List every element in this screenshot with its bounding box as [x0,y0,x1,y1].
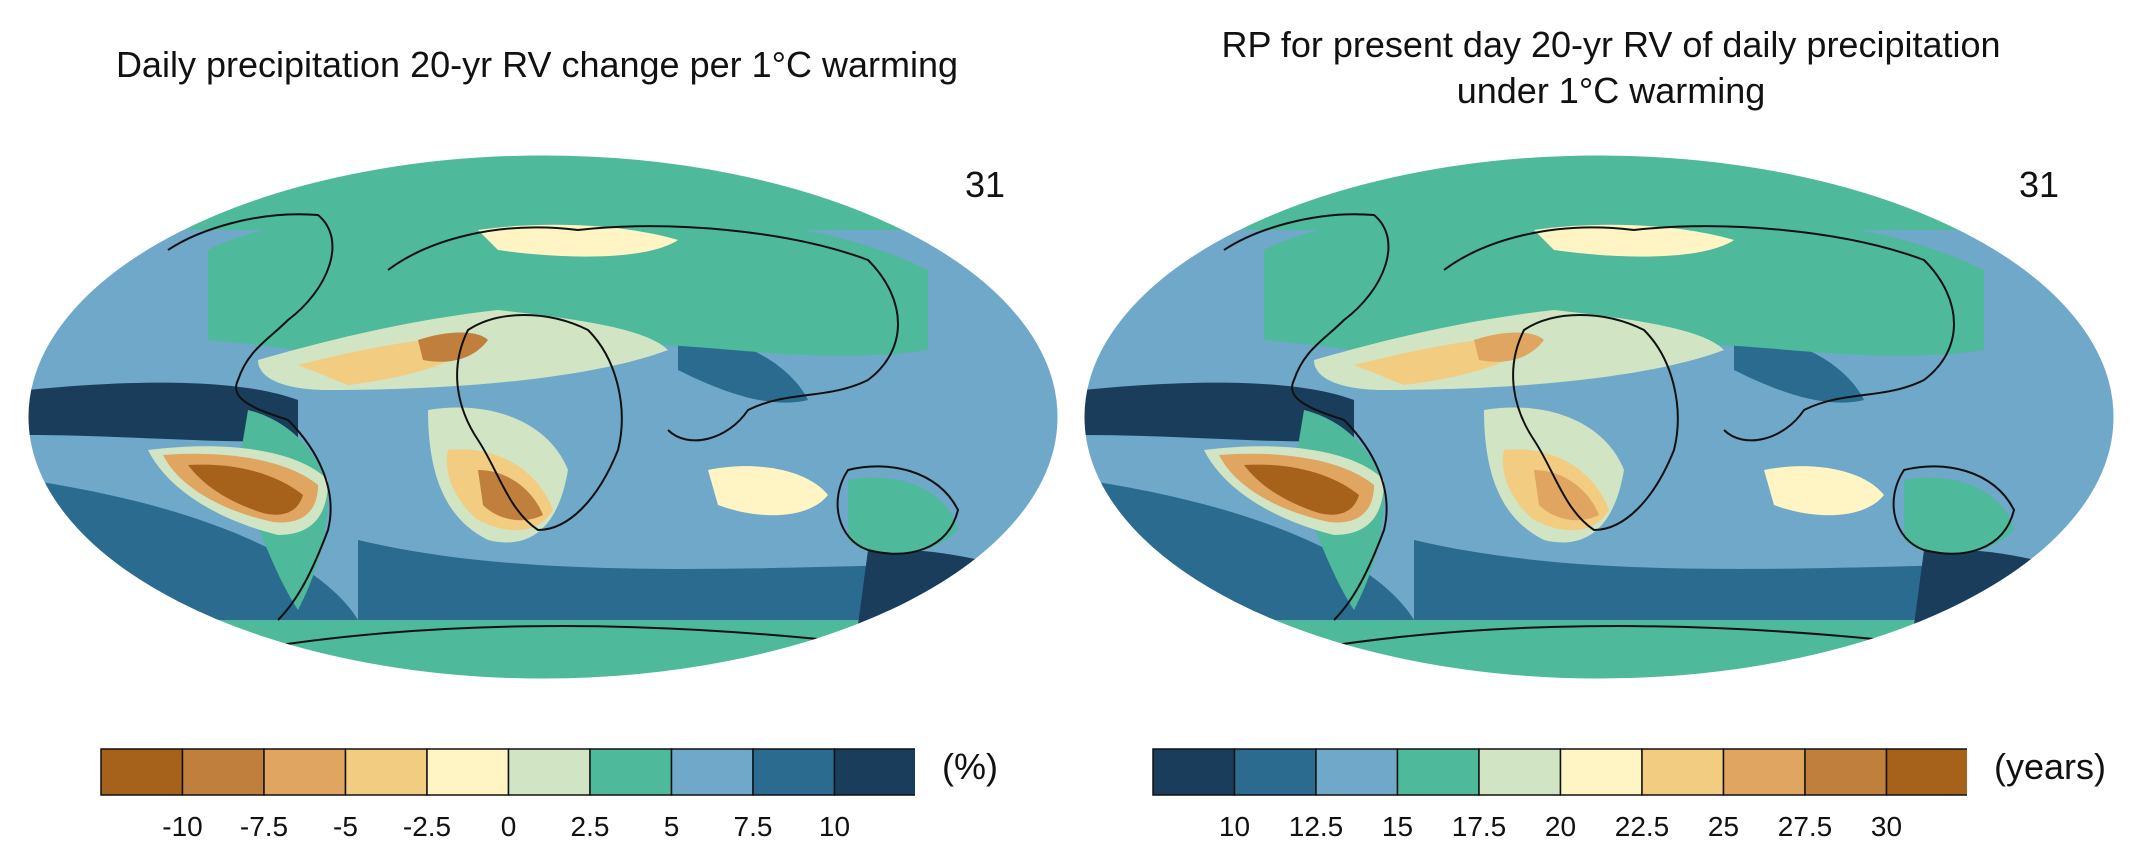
world-map-return-period [1084,154,2114,680]
map-frame [28,154,1058,680]
map-title: RP for present day 20-yr RV of daily pre… [1074,22,2148,114]
eurasia-patch [1534,224,1734,257]
colorbar-swatch [589,748,673,796]
indian-dark [678,338,808,403]
colorbar-tick-label: 17.5 [1452,811,1507,842]
colorbar-tick-label: 25 [1708,811,1739,842]
colorbar-tick-label: 12.5 [1289,811,1344,842]
coastlines [167,213,960,651]
model-count: 31 [965,164,1006,205]
colorbar-tick-label: -7.5 [240,811,288,842]
tasman-dark [1914,549,2114,625]
tasman-dark [858,549,1058,625]
map-frame [1084,154,2114,680]
colorbar-swatch [507,748,591,796]
panel-rv-change: Daily precipitation 20-yr RV change per … [28,44,1058,842]
colorbar-swatch [100,748,184,796]
colorbar-swatch [1722,748,1806,796]
tropical-dark-band [1084,382,1354,442]
colorbar-swatch [1804,748,1888,796]
coastlines [1223,213,2016,651]
north-atlantic-rp-core [1474,332,1544,362]
colorbar-swatch [1885,748,1967,796]
colorbar-tick-label: -10 [162,811,202,842]
colorbar-unit: (years) [1994,746,2107,787]
colorbar-tick-label: 30 [1871,811,1902,842]
colorbar-tick-label: 0 [501,811,517,842]
colorbar-tick-label: -5 [333,811,358,842]
colorbar-swatch [833,748,915,796]
south-indian-dry [708,466,828,516]
model-count: 31 [2019,164,2060,205]
colorbar-swatch [1152,748,1236,796]
colorbar-tick-label: 10 [819,811,850,842]
antarctic-zone [1084,620,2114,679]
colorbar-tick-label: 20 [1545,811,1576,842]
south-atlantic-dry-core [478,470,543,521]
colorbar-swatch [1315,748,1399,796]
colorbar-return-period: 10 12.5 15 17.5 20 22.5 25 27.5 30 [1152,748,1967,842]
tropical-dark-band [28,382,298,442]
south-atlantic-rp-core [1534,470,1599,521]
colorbar-rv-change: -10 -7.5 -5 -2.5 0 2.5 5 7.5 10 [100,748,915,842]
antarctic-zone [28,620,1058,679]
colorbar-tick-label: 10 [1219,811,1250,842]
colorbar-swatch [1559,748,1643,796]
northern-land-zone [1264,210,1984,363]
colorbar-swatch [1396,748,1480,796]
world-map-rv-change [28,154,1058,680]
map-title-line-2: under 1°C warming [1456,70,1766,111]
northern-land-zone [208,210,928,363]
colorbar-tick-label: 22.5 [1615,811,1670,842]
map-title-line-1: RP for present day 20-yr RV of daily pre… [1221,24,2001,65]
colorbar-tick-label: 27.5 [1778,811,1833,842]
colorbar-swatch [1641,748,1725,796]
panel-return-period: RP for present day 20-yr RV of daily pre… [1074,0,2148,865]
south-pacific-rp-core [1244,464,1359,515]
colorbar-tick-label: 2.5 [571,811,610,842]
south-indian-rp [1764,466,1884,516]
colorbar-tick-label: 5 [664,811,680,842]
australia-zone [848,477,958,554]
colorbar-tick-label: -2.5 [403,811,451,842]
colorbar-swatch [670,748,754,796]
north-atlantic-dry-core [418,332,488,362]
colorbar-swatch [752,748,836,796]
eurasia-patch [478,224,678,257]
colorbar-unit: (%) [942,746,998,787]
colorbar-swatch [181,748,265,796]
colorbar-swatch [1478,748,1562,796]
colorbar-tick-label: 15 [1382,811,1413,842]
colorbar-swatch [426,748,510,796]
colorbar-tick-label: 7.5 [734,811,773,842]
indian-dark [1734,338,1864,403]
map-title: Daily precipitation 20-yr RV change per … [115,44,959,85]
south-pacific-dry-core [188,464,303,515]
colorbar-swatch [263,748,347,796]
colorbar-swatch [1233,748,1317,796]
colorbar-swatch [344,748,428,796]
australia-zone [1904,477,2014,554]
